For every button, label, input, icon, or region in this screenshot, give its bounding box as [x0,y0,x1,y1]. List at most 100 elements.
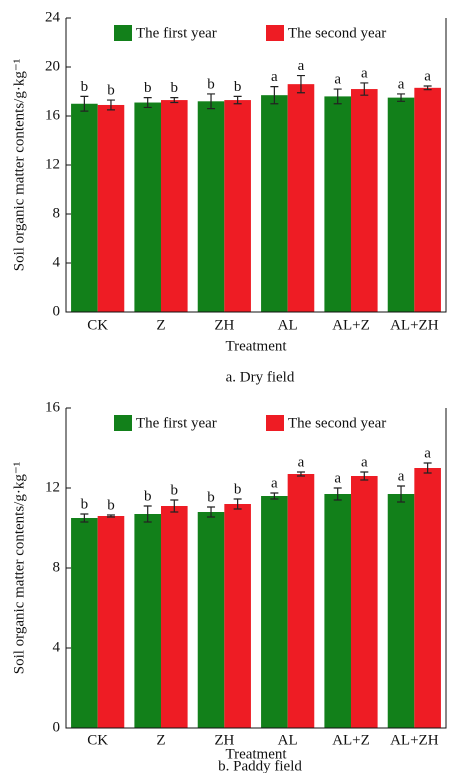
error-bar [333,487,342,501]
bar [224,100,251,312]
legend-label: The first year [136,415,217,431]
significance-label: b [81,496,89,512]
caption: a. Dry field [226,369,295,385]
bar [161,100,188,312]
bar [414,468,441,728]
error-bar [233,498,242,510]
y-tick-label: 4 [53,639,61,655]
y-axis-label: Soil organic matter contents/g·kg⁻¹ [11,462,27,675]
bar [387,97,415,312]
bar [134,102,161,313]
x-tick-label: ZH [214,317,234,333]
significance-label: a [271,69,278,85]
error-bar [360,82,369,96]
y-tick-label: 24 [45,9,61,25]
x-tick-label: AL [278,732,298,748]
bar [71,103,98,312]
error-bar [80,513,89,523]
error-bar [106,99,115,111]
significance-label: a [361,65,368,81]
error-bar [80,95,89,112]
bar [197,512,225,728]
y-tick-label: 20 [45,58,60,74]
legend-swatch [114,25,132,41]
caption: b. Paddy field [218,758,302,773]
error-bar [296,471,305,477]
error-bar [207,93,216,110]
legend-swatch [114,415,132,431]
bar [224,504,251,728]
x-tick-label: CK [87,317,108,333]
bar [97,104,125,312]
bar [351,476,378,728]
x-tick-label: Z [156,732,165,748]
legend-label: The second year [288,25,386,41]
y-tick-label: 8 [53,205,61,221]
y-tick-label: 12 [45,479,60,495]
legend-swatch [266,415,284,431]
x-tick-label: AL [278,317,298,333]
bar [197,101,225,312]
y-tick-label: 0 [53,303,61,319]
bar [287,84,315,313]
error-bar [423,85,432,91]
bar [134,514,161,728]
y-tick-label: 4 [53,254,61,270]
error-bar [233,95,242,105]
error-bar [106,514,115,518]
error-bar [270,492,279,500]
error-bar [270,86,279,105]
bar [387,494,415,728]
x-tick-label: AL+Z [332,317,370,333]
legend-label: The first year [136,25,217,41]
y-tick-label: 12 [45,156,60,172]
significance-label: b [171,482,179,498]
x-tick-label: ZH [214,732,234,748]
error-bar [397,93,406,102]
significance-label: b [171,80,179,96]
bar [261,496,288,728]
significance-label: a [361,454,368,470]
significance-label: b [144,488,152,504]
bar [324,494,351,728]
bar [97,516,125,728]
error-bar [143,97,152,109]
significance-label: a [271,475,278,491]
x-tick-label: AL+Z [332,732,370,748]
error-bar [296,74,305,94]
error-bar [143,505,152,523]
bar [414,87,441,312]
significance-label: b [144,80,152,96]
significance-label: b [107,83,115,99]
significance-label: a [298,58,305,74]
significance-label: b [207,489,215,505]
y-tick-label: 8 [53,559,61,575]
x-tick-label: Z [156,317,165,333]
bar [161,506,188,728]
y-tick-label: 16 [45,399,61,415]
significance-label: b [81,79,89,95]
bar [351,89,378,312]
significance-label: b [207,76,215,92]
error-bar [360,471,369,481]
x-axis-label: Treatment [225,338,287,354]
significance-label: a [298,454,305,470]
error-bar [333,88,342,105]
x-tick-label: CK [87,732,108,748]
significance-label: a [334,71,341,87]
bar [261,95,288,312]
significance-label: a [398,468,405,484]
x-tick-label: AL+ZH [390,732,439,748]
error-bar [397,485,406,503]
x-axis-label: Treatment [225,746,287,762]
bar [287,474,315,728]
y-axis-label: Soil organic matter contents/g·kg⁻¹ [11,59,27,272]
significance-label: a [334,470,341,486]
error-bar [423,462,432,474]
significance-label: b [234,481,242,497]
significance-label: b [107,497,115,513]
y-tick-label: 16 [45,107,61,123]
x-tick-label: AL+ZH [390,317,439,333]
bar [324,96,351,313]
